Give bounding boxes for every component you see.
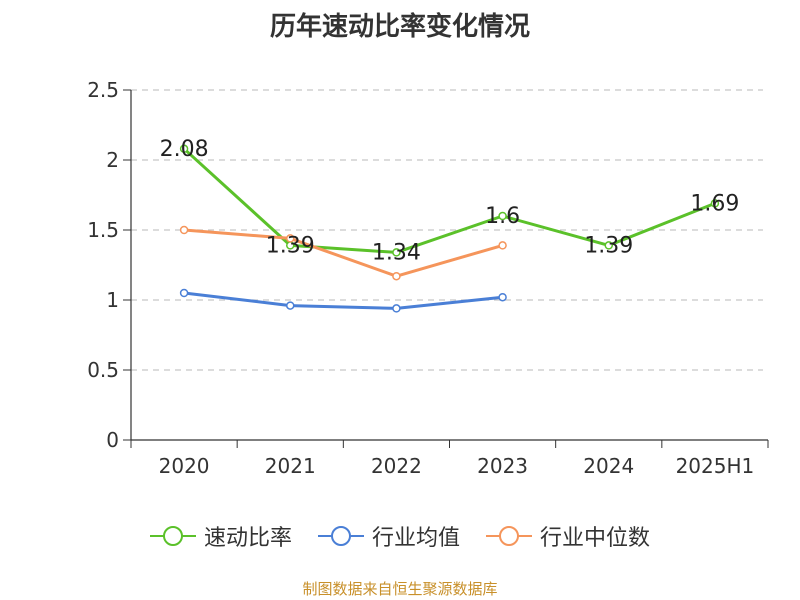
series-1-point-0: [179, 288, 189, 298]
data-label-0-0: 2.08: [160, 137, 209, 162]
x-tick-label-5: 2025H1: [676, 454, 755, 478]
series-2-point-0: [179, 225, 189, 235]
series-0-point-4: [604, 241, 613, 250]
x-tick-label-3: 2023: [477, 454, 528, 478]
y-tick-label-0: 0: [106, 428, 119, 452]
axes: 0 0.5 1 1.5 2 2.5 2020 2021 2022 2023 2024 2025H1: [87, 78, 769, 478]
data-source-note: 制图数据来自恒生聚源数据库: [302, 580, 498, 598]
x-tick-label-0: 2020: [159, 454, 210, 478]
data-labels: 2.08 1.39 1.34 1.6 1.39 1.69: [160, 137, 740, 266]
data-label-0-3: 1.6: [485, 204, 520, 229]
series-1-point-2: [392, 304, 401, 313]
series-2-point-3: [498, 241, 507, 250]
legend-label-industry-median: 行业中位数: [540, 526, 651, 551]
y-tick-label-4: 2: [106, 148, 119, 172]
series-0-point-5: [710, 199, 720, 208]
data-label-0-1: 1.39: [266, 233, 315, 258]
y-tick-label-5: 2.5: [87, 78, 119, 102]
x-tick-label-1: 2021: [265, 454, 316, 478]
series-line-0: [183, 147, 716, 254]
series-2-point-2: [392, 271, 401, 281]
series-line-2: [183, 228, 504, 278]
x-tick-label-4: 2024: [583, 454, 634, 478]
data-label-0-4: 1.39: [584, 233, 633, 258]
data-label-0-5: 1.69: [690, 191, 739, 216]
legend-marker-industry-average: [317, 526, 364, 546]
legend-label-industry-average: 行业均值: [371, 526, 460, 551]
series-0-point-2: [392, 248, 401, 257]
legend-marker-industry-median: [486, 526, 532, 546]
legend-item-industry-median[interactable]: 行业中位数: [486, 520, 650, 552]
series-1-point-3: [498, 292, 507, 302]
legend-label-quick-ratio: 速动比率: [203, 526, 292, 551]
series-1-point-1: [286, 301, 295, 310]
series-2-point-1: [286, 234, 295, 243]
data-label-0-2: 1.34: [372, 240, 421, 265]
series-lines: [179, 144, 720, 313]
y-tick-label-3: 1.5: [87, 218, 119, 242]
legend: 速动比率 行业均值 行业中位数: [0, 520, 800, 552]
grid-lines: [131, 89, 763, 371]
legend-item-quick-ratio[interactable]: 速动比率: [149, 520, 292, 552]
y-tick-label-1: 0.5: [87, 358, 119, 382]
chart-title: 历年速动比率变化情况: [269, 12, 530, 42]
y-tick-label-2: 1: [106, 288, 119, 312]
legend-item-industry-average[interactable]: 行业均值: [317, 520, 460, 552]
legend-marker-quick-ratio: [149, 526, 196, 546]
x-tick-label-2: 2022: [371, 454, 422, 478]
series-line-1: [183, 291, 503, 310]
series-0-point-0: [179, 144, 189, 154]
series-0-point-3: [498, 211, 507, 221]
